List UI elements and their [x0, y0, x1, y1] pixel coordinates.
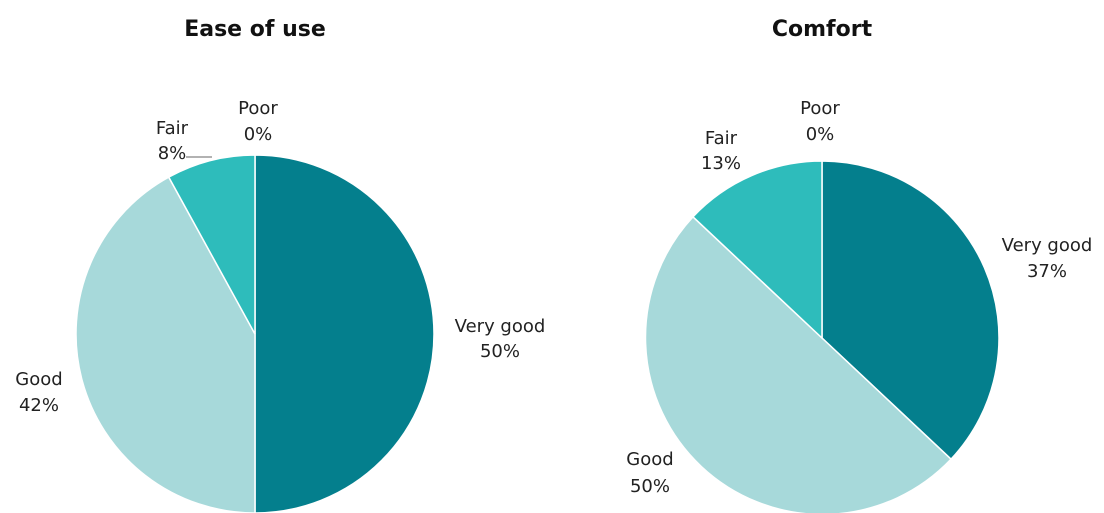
chart-title: Ease of use: [184, 17, 326, 42]
slice-label-value: 0%: [244, 124, 273, 145]
slice-label-name: Good: [626, 449, 673, 470]
slice-label-value: 8%: [158, 143, 187, 164]
slice-label-good: Good 42%: [15, 369, 62, 416]
chart-title: Comfort: [772, 17, 873, 42]
slice-label-name: Good: [15, 369, 62, 390]
slice-label-very-good: Very good 37%: [1002, 235, 1093, 282]
slice-label-name: Very good: [1002, 235, 1093, 256]
slice-label-value: 0%: [806, 124, 835, 145]
slice-label-name: Very good: [455, 316, 546, 337]
pie-chart-ease-of-use: Ease of use Very good 50% Good 42% Fair …: [15, 17, 545, 513]
slice-label-value: 13%: [701, 153, 741, 174]
slice-label-name: Poor: [238, 98, 278, 119]
slice-label-name: Fair: [705, 128, 738, 149]
pie-slice-fair: [167, 154, 256, 335]
slice-label-fair: Fair 8%: [156, 118, 189, 164]
slice-label-name: Fair: [156, 118, 189, 139]
slice-label-value: 50%: [630, 476, 670, 497]
pie-slice-good: [644, 215, 953, 513]
pie-slice-very-good: [821, 160, 1000, 461]
slice-label-good: Good 50%: [626, 449, 673, 497]
slice-label-name: Poor: [800, 98, 840, 119]
slice-label-value: 42%: [19, 395, 59, 416]
pie-chart-comfort: Comfort Very good 37% Good 50% Fair 13% …: [626, 17, 1092, 513]
slice-label-fair: Fair 13%: [701, 128, 741, 174]
pie-slice-good: [75, 176, 256, 513]
slice-label-very-good: Very good 50%: [455, 316, 546, 362]
pie-slice-very-good: [254, 154, 435, 513]
slice-label-poor: Poor 0%: [800, 98, 840, 145]
pie-slice-fair: [691, 160, 823, 340]
slice-label-value: 37%: [1027, 261, 1067, 282]
slice-label-poor: Poor 0%: [238, 98, 278, 145]
slice-label-value: 50%: [480, 341, 520, 362]
